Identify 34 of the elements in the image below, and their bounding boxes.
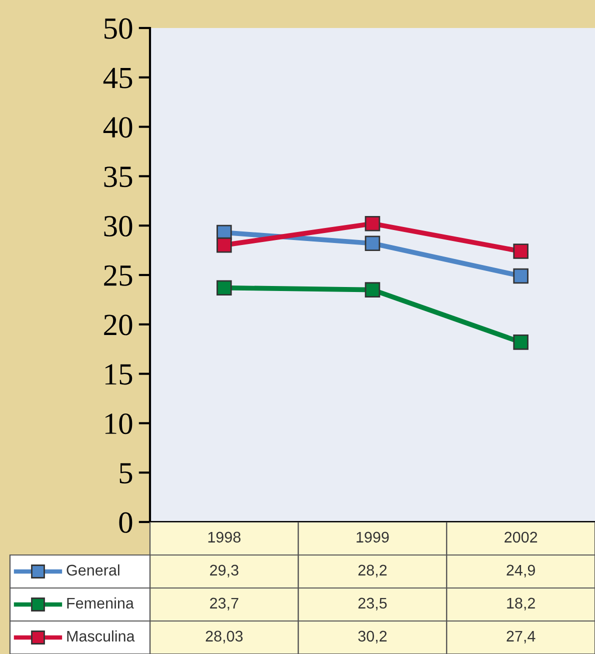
y-tick-label: 10 <box>105 413 132 434</box>
data-label: 28,2 <box>358 564 387 578</box>
y-tick-label: 25 <box>104 265 132 286</box>
data-label: 29,3 <box>210 564 238 578</box>
y-tick-label: 20 <box>104 314 132 336</box>
data-label: 30,2 <box>358 630 387 644</box>
y-tick-label: 45 <box>103 68 132 88</box>
point <box>364 236 380 252</box>
y-tick-label: 40 <box>103 117 132 138</box>
point <box>364 216 380 232</box>
y-tick-label: 30 <box>104 216 132 236</box>
y-tick-label: 5 <box>120 463 132 484</box>
data-label: 28,03 <box>206 630 243 644</box>
y-tick-label: 0 <box>119 512 132 533</box>
data-label: 24,9 <box>506 564 535 578</box>
point <box>513 268 528 284</box>
point <box>216 280 232 296</box>
y-tick-label: 15 <box>105 364 132 385</box>
y-tick-label: 35 <box>104 166 132 188</box>
y-tick-label: 50 <box>104 18 132 39</box>
x-tick-label: 1999 <box>356 532 389 543</box>
legend-label: General <box>66 564 120 576</box>
data-label: 18,2 <box>507 598 535 610</box>
point <box>216 237 232 253</box>
point <box>513 334 528 350</box>
point <box>513 244 528 259</box>
data-label: 23,7 <box>210 598 238 610</box>
point <box>364 282 380 298</box>
x-tick-label: 2002 <box>504 532 538 543</box>
data-label: 23,5 <box>358 598 387 610</box>
legend-label: Masculina <box>67 630 135 642</box>
data-label: 27,4 <box>506 630 536 644</box>
legend-label: Femenina <box>67 597 134 609</box>
x-tick-label: 1998 <box>208 532 240 543</box>
